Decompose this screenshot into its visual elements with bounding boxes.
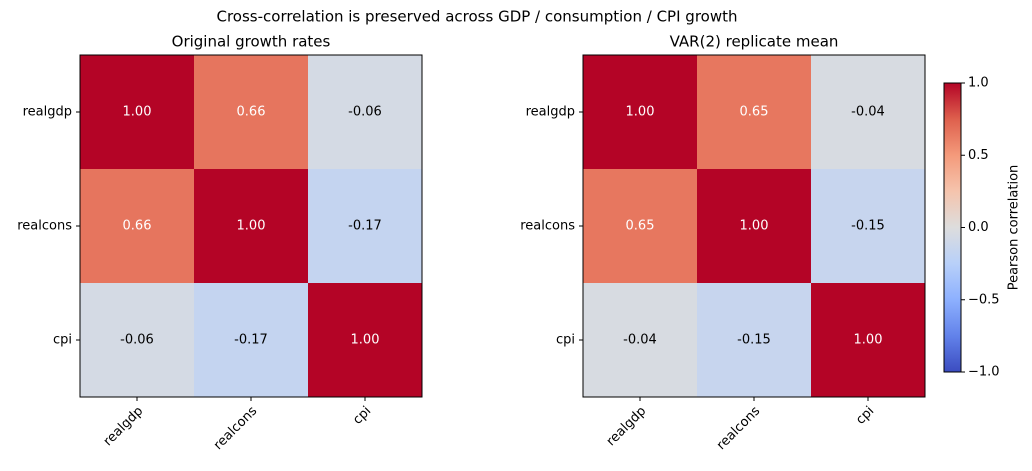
cell-label: 1.00 — [351, 333, 380, 348]
cell-label: 0.66 — [237, 105, 266, 120]
cell-label: -0.15 — [737, 333, 771, 348]
colorbar-tick-label: −1.0 — [968, 365, 1000, 380]
x-tick-label: cpi — [350, 404, 374, 428]
cell-label: -0.15 — [851, 219, 885, 234]
heatmap-cell — [80, 169, 195, 284]
heatmap-cell — [811, 55, 926, 170]
cell-label: -0.06 — [120, 333, 154, 348]
y-tick-label: realcons — [520, 219, 575, 234]
cell-label: 1.00 — [237, 219, 266, 234]
heatmap-cell — [583, 169, 698, 284]
colorbar-tick-label: 0.0 — [968, 220, 989, 235]
colorbar-tick-label: 0.5 — [968, 148, 989, 163]
suptitle: Cross-correlation is preserved across GD… — [216, 8, 737, 26]
cell-label: 0.66 — [123, 219, 152, 234]
heatmap-cell — [308, 283, 423, 398]
x-tick-label: realgdp — [101, 404, 147, 450]
heatmap-cell — [811, 283, 926, 398]
cell-label: 1.00 — [123, 105, 152, 120]
heatmap-cell — [583, 283, 698, 398]
chart-title: Original growth rates — [172, 33, 331, 51]
heatmap-cell — [80, 283, 195, 398]
heatmap-cell — [194, 283, 309, 398]
y-tick-label: realcons — [17, 219, 72, 234]
colorbar-tick-label: −0.5 — [968, 292, 1000, 307]
cell-label: 0.65 — [740, 105, 769, 120]
heatmap-cell — [811, 169, 926, 284]
cell-label: 1.00 — [626, 105, 655, 120]
y-tick-label: realgdp — [526, 105, 575, 120]
colorbar — [943, 82, 962, 373]
heatmap-cell — [697, 283, 812, 398]
x-tick-label: realcons — [714, 404, 763, 453]
cell-label: -0.06 — [348, 105, 382, 120]
colorbar-tick-label: 1.0 — [968, 76, 989, 91]
cell-label: 1.00 — [854, 333, 883, 348]
cell-label: -0.04 — [623, 333, 657, 348]
x-tick-label: cpi — [853, 404, 877, 428]
heatmap-cell — [583, 55, 698, 170]
heatmap-cell — [308, 55, 423, 170]
y-tick-label: realgdp — [23, 105, 72, 120]
cell-label: -0.17 — [348, 219, 382, 234]
heatmap-cell — [697, 55, 812, 170]
colorbar-label: Pearson correlation — [1007, 165, 1022, 291]
cell-label: 0.65 — [626, 219, 655, 234]
chart-title: VAR(2) replicate mean — [670, 33, 839, 51]
y-tick-label: cpi — [556, 333, 575, 348]
heatmap-cell — [194, 55, 309, 170]
x-tick-label: realcons — [211, 404, 260, 453]
heatmap-cell — [697, 169, 812, 284]
cell-label: -0.04 — [851, 105, 885, 120]
y-tick-label: cpi — [53, 333, 72, 348]
cell-label: 1.00 — [740, 219, 769, 234]
cell-label: -0.17 — [234, 333, 268, 348]
heatmap-cell — [194, 169, 309, 284]
heatmap-cell — [308, 169, 423, 284]
heatmap-cell — [80, 55, 195, 170]
x-tick-label: realgdp — [604, 404, 650, 450]
